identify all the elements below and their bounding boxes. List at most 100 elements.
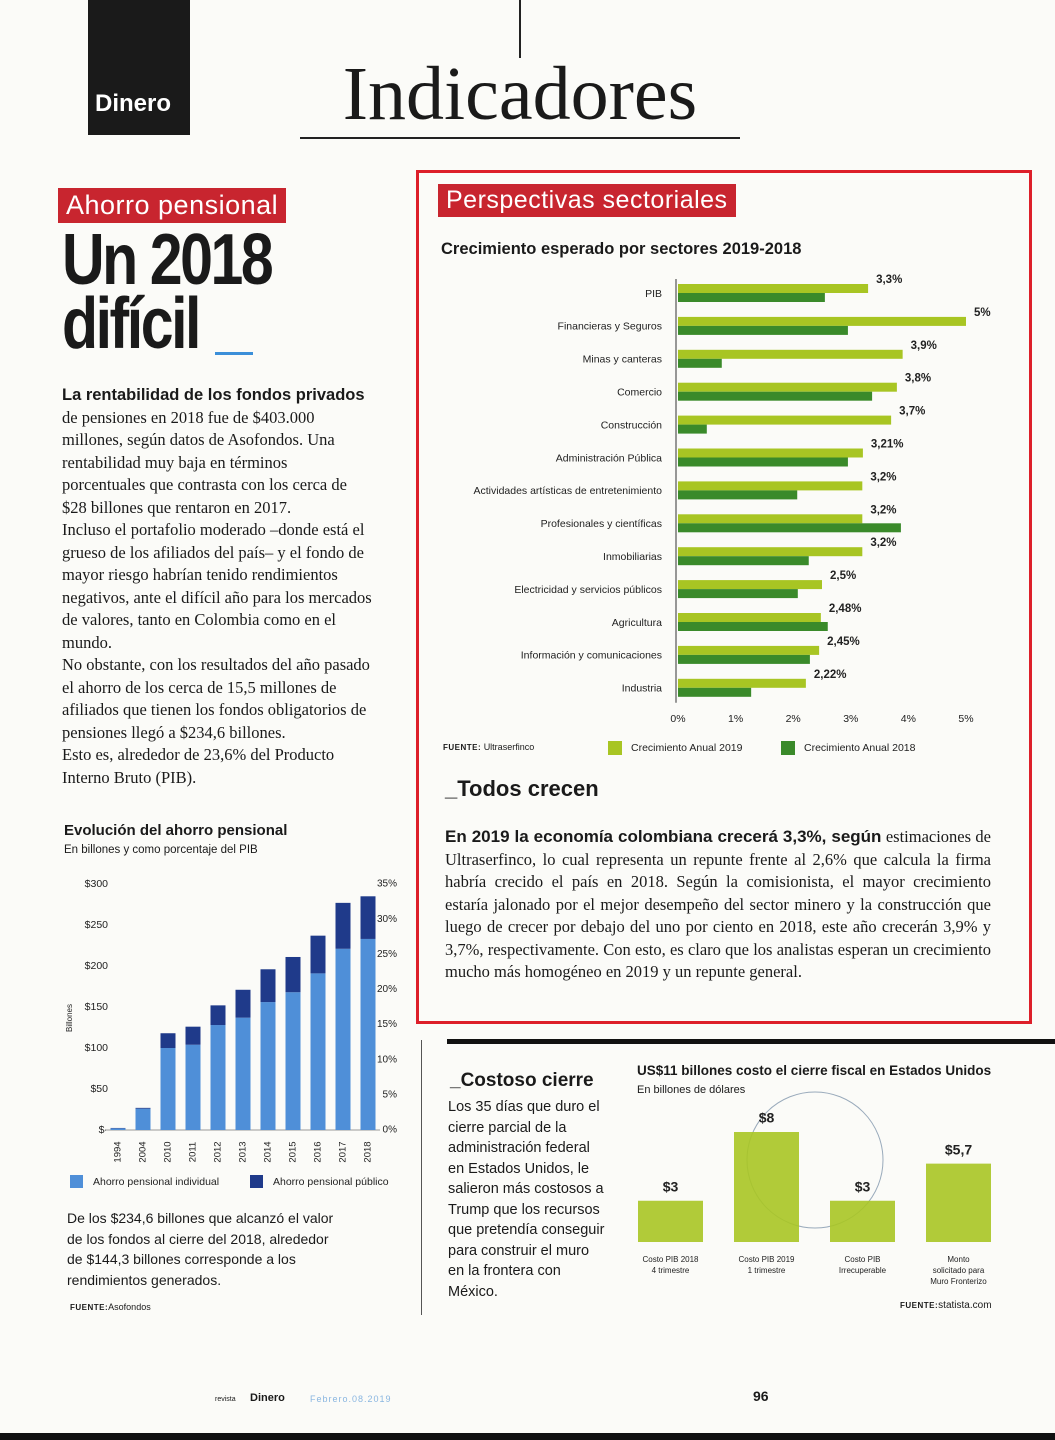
- source-label: FUENTE:: [70, 1303, 109, 1312]
- category-label: Monto: [947, 1255, 970, 1264]
- y-tick-label: $300: [85, 878, 109, 890]
- chart-title: Crecimiento esperado por sectores 2019-2…: [441, 240, 802, 258]
- bar: [678, 316, 966, 326]
- bar-segment: [335, 948, 351, 1130]
- bar: [830, 1200, 895, 1242]
- rule: [447, 1039, 1055, 1044]
- bar: [678, 645, 820, 655]
- bar: [678, 654, 810, 664]
- value-label: $5,7: [945, 1141, 972, 1157]
- category-label: Profesionales y científicas: [541, 518, 662, 530]
- footer-revista: revista: [215, 1396, 236, 1403]
- headline-underline: [215, 352, 253, 355]
- legend-swatch: [70, 1175, 83, 1188]
- bar-segment: [160, 1048, 176, 1130]
- y2-tick-label: 35%: [377, 879, 397, 890]
- chart-title: Evolución del ahorro pensional: [64, 822, 288, 839]
- x-tick-label: 2013: [238, 1141, 249, 1162]
- bar: [678, 481, 863, 491]
- value-label: 2,22%: [814, 669, 847, 681]
- bar: [678, 556, 809, 566]
- bar: [734, 1132, 799, 1242]
- source-name: Asofondos: [108, 1302, 151, 1312]
- left-body: La rentabilidad de los fondos privados d…: [62, 384, 374, 789]
- category-label: Inmobiliarias: [603, 551, 662, 563]
- bar: [678, 448, 863, 458]
- bar: [678, 622, 828, 631]
- highlight-frame: [416, 170, 1032, 1024]
- bar: [678, 415, 892, 425]
- footer-brand: Dinero: [250, 1392, 285, 1404]
- bar: [678, 678, 806, 688]
- category-label: Industria: [622, 683, 662, 695]
- bar: [638, 1200, 703, 1242]
- brand: Dinero: [95, 90, 172, 117]
- bar-segment: [360, 938, 376, 1130]
- headline: Un 2018 difícil: [62, 224, 274, 360]
- value-label: 3,2%: [870, 537, 896, 549]
- x-tick-label: 0%: [670, 713, 685, 725]
- header-rule: [300, 137, 740, 139]
- y2-tick-label: 20%: [377, 984, 397, 995]
- bar-segment: [285, 992, 301, 1130]
- bar: [678, 523, 901, 533]
- lead: En 2019 la economía colombiana crecerá 3…: [445, 827, 882, 846]
- bar-segment: [135, 1107, 151, 1109]
- bar: [678, 613, 821, 622]
- bar-segment: [360, 896, 376, 939]
- value-label: 3,21%: [871, 439, 904, 451]
- bar-segment: [335, 902, 351, 949]
- bar-segment: [310, 935, 326, 974]
- bar: [926, 1163, 991, 1242]
- x-tick-label: 2004: [138, 1141, 149, 1162]
- x-tick-label: 5%: [958, 713, 973, 725]
- x-tick-label: 2016: [313, 1141, 324, 1162]
- lead: La rentabilidad de los fondos privados: [62, 386, 365, 404]
- y2-tick-label: 5%: [383, 1089, 398, 1100]
- sector-body: En 2019 la economía colombiana crecerá 3…: [445, 826, 991, 984]
- source: FUENTE:Asofondos: [70, 1302, 151, 1312]
- x-tick-label: 2011: [188, 1142, 199, 1162]
- category-label: Construcción: [601, 419, 662, 431]
- legend-swatch: [608, 741, 622, 755]
- category-label: Costo PIB: [844, 1255, 880, 1264]
- x-tick-label: 2012: [213, 1141, 224, 1162]
- category-label: Comercio: [617, 386, 662, 398]
- bar-segment: [210, 1025, 226, 1130]
- text: Los 35 días que duro el cierre parcial d…: [448, 1099, 605, 1300]
- source-label: FUENTE:: [443, 743, 482, 752]
- bar: [678, 382, 897, 392]
- legend-swatch: [781, 741, 795, 755]
- category-label: Información y comunicaciones: [521, 650, 662, 662]
- bar: [678, 293, 825, 302]
- value-label: 2,48%: [829, 603, 862, 615]
- bar: [678, 580, 822, 590]
- chart-subtitle: En billones de dólares: [637, 1084, 746, 1096]
- y2-tick-label: 0%: [383, 1125, 398, 1136]
- value-label: $3: [855, 1178, 871, 1194]
- bar-segment: [310, 973, 326, 1130]
- divider: [421, 1040, 422, 1315]
- bar-segment: [260, 969, 276, 1003]
- category-label: Financieras y Seguros: [558, 321, 662, 333]
- category-label: Irrecuperable: [839, 1266, 887, 1275]
- source: FUENTE: Ultraserfinco: [443, 742, 534, 752]
- y-tick-label: $250: [85, 919, 109, 931]
- x-tick-label: 1%: [728, 713, 743, 725]
- x-tick-label: 1994: [113, 1141, 124, 1162]
- category-label: Minas y canteras: [583, 354, 662, 366]
- category-label: Administración Pública: [556, 452, 662, 464]
- y2-tick-label: 25%: [377, 949, 397, 960]
- y2-tick-label: 15%: [377, 1019, 397, 1030]
- y2-tick-label: 30%: [377, 914, 397, 925]
- bar: [678, 391, 873, 401]
- bar: [678, 358, 722, 368]
- section-tag: Perspectivas sectoriales: [438, 184, 736, 217]
- footer-date: Febrero.08.2019: [310, 1394, 392, 1404]
- text: de pensiones en 2018 fue de $403.000 mil…: [62, 407, 347, 517]
- bar-segment: [110, 1128, 126, 1130]
- category-label: Electricidad y servicios públicos: [514, 584, 662, 596]
- value-label: $8: [759, 1110, 775, 1126]
- value-label: 5%: [974, 307, 991, 319]
